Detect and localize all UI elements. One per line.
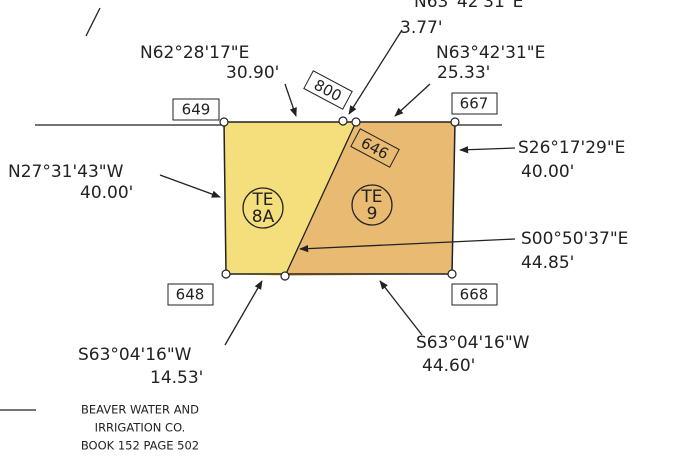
- corner-points: [219, 116, 460, 281]
- bearing: S63°04'16"W: [78, 345, 192, 365]
- bearing: N63°42'31"E: [436, 43, 545, 63]
- bearing: S26°17'29"E: [518, 138, 625, 158]
- distance: 44.85': [521, 253, 574, 273]
- leaders: [0, 29, 516, 411]
- corner-label: 648: [176, 286, 205, 304]
- distance: 40.00': [521, 162, 574, 182]
- bearing: N62°28'17"E: [140, 43, 249, 63]
- parcel-circle: [351, 184, 393, 226]
- distance: 14.53': [150, 368, 203, 388]
- owner-text: BOOK 152 PAGE 502: [81, 439, 199, 453]
- parcel-9: [285, 122, 455, 276]
- bearing: S00°50'37"E: [521, 229, 628, 249]
- owner-text: IRRIGATION CO.: [95, 421, 186, 435]
- parcel-label: TE: [251, 190, 273, 210]
- edge-mark: [85, 7, 101, 37]
- corner-label: 668: [460, 286, 489, 304]
- corner-label: 649: [182, 101, 211, 119]
- owner-text: BEAVER WATER AND: [81, 403, 199, 417]
- distance: 3.77': [400, 18, 443, 38]
- parcel-label: 8A: [252, 207, 275, 227]
- distance: 25.33': [437, 63, 490, 83]
- parcel-label: TE: [360, 187, 382, 207]
- parcel-circle: [242, 187, 284, 229]
- bearing: N63°42'31"E: [414, 0, 523, 12]
- bearing: S63°04'16"W: [416, 333, 530, 353]
- bearing: N27°31'43"W: [8, 162, 124, 182]
- parcel-label: 9: [367, 204, 378, 224]
- distance: 30.90': [226, 63, 279, 83]
- parcel-8a: [224, 122, 356, 276]
- call-labels: N63°42'31"E 3.77' N62°28'17"E 30.90' N63…: [8, 0, 628, 388]
- distance: 40.00': [80, 183, 133, 203]
- corner-label: 667: [460, 95, 489, 113]
- division-line: [284, 121, 357, 277]
- distance: 44.60': [422, 356, 475, 376]
